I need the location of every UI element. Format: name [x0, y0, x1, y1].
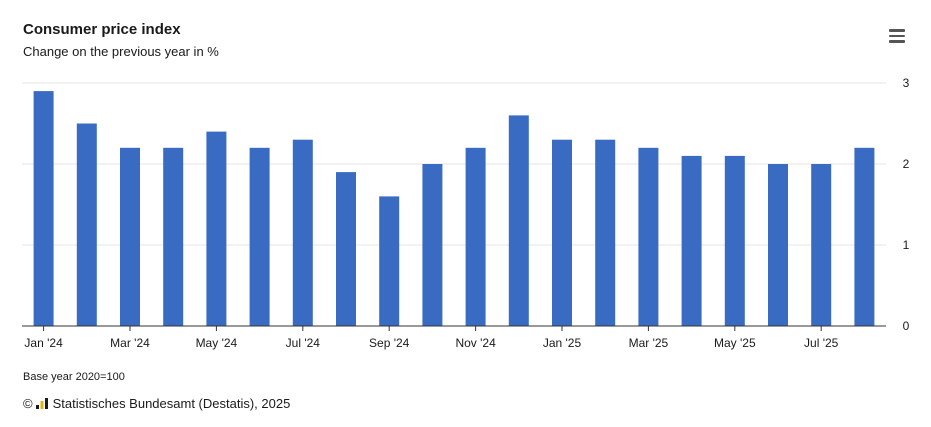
chart-subtitle: Change on the previous year in % — [23, 44, 219, 59]
base-year-note: Base year 2020=100 — [23, 371, 125, 383]
bar — [595, 139, 616, 326]
credit-text: Statistisches Bundesamt (Destatis), 2025 — [52, 396, 291, 411]
bar — [854, 147, 875, 326]
bar — [379, 196, 400, 326]
x-tick-label: May '25 — [714, 336, 756, 350]
x-tick-label: Jan '25 — [543, 336, 582, 350]
bar — [638, 147, 659, 326]
bar — [206, 131, 227, 326]
bar — [681, 155, 702, 326]
x-tick-label: Nov '24 — [455, 336, 496, 350]
bar — [811, 164, 832, 326]
bar — [724, 155, 745, 326]
bar — [120, 147, 140, 326]
bar — [163, 147, 184, 326]
bar — [76, 123, 97, 326]
chart-title: Consumer price index — [23, 21, 181, 38]
bar — [465, 147, 486, 326]
bar — [768, 164, 788, 326]
bar — [552, 139, 572, 326]
x-tick-label: Mar '24 — [110, 336, 150, 350]
x-tick-label: Jul '25 — [804, 336, 839, 350]
source-credit: © Statistisches Bundesamt (Destatis), 20… — [23, 396, 290, 411]
x-tick-label: Sep '24 — [369, 336, 410, 350]
bar — [336, 172, 356, 326]
y-tick-label: 0 — [903, 319, 910, 333]
y-tick-label: 2 — [903, 157, 910, 171]
bar — [33, 91, 54, 326]
destatis-logo-icon — [35, 398, 48, 409]
bar — [508, 115, 529, 327]
x-tick-label: Mar '25 — [629, 336, 669, 350]
bar-chart: 0 1 2 3 Jan '24 Mar '24 May '24 Jul '24 Sep '24 N… — [22, 76, 910, 350]
x-tick-label: May '24 — [196, 336, 238, 350]
bar — [292, 139, 313, 326]
y-tick-label: 1 — [903, 238, 910, 252]
y-tick-label: 3 — [903, 76, 910, 90]
hamburger-menu-icon[interactable] — [884, 25, 910, 47]
bar — [422, 164, 443, 326]
bar — [249, 147, 270, 326]
x-tick-label: Jan '24 — [24, 336, 63, 350]
x-tick-label: Jul '24 — [286, 336, 321, 350]
copyright-symbol: © — [23, 396, 33, 411]
